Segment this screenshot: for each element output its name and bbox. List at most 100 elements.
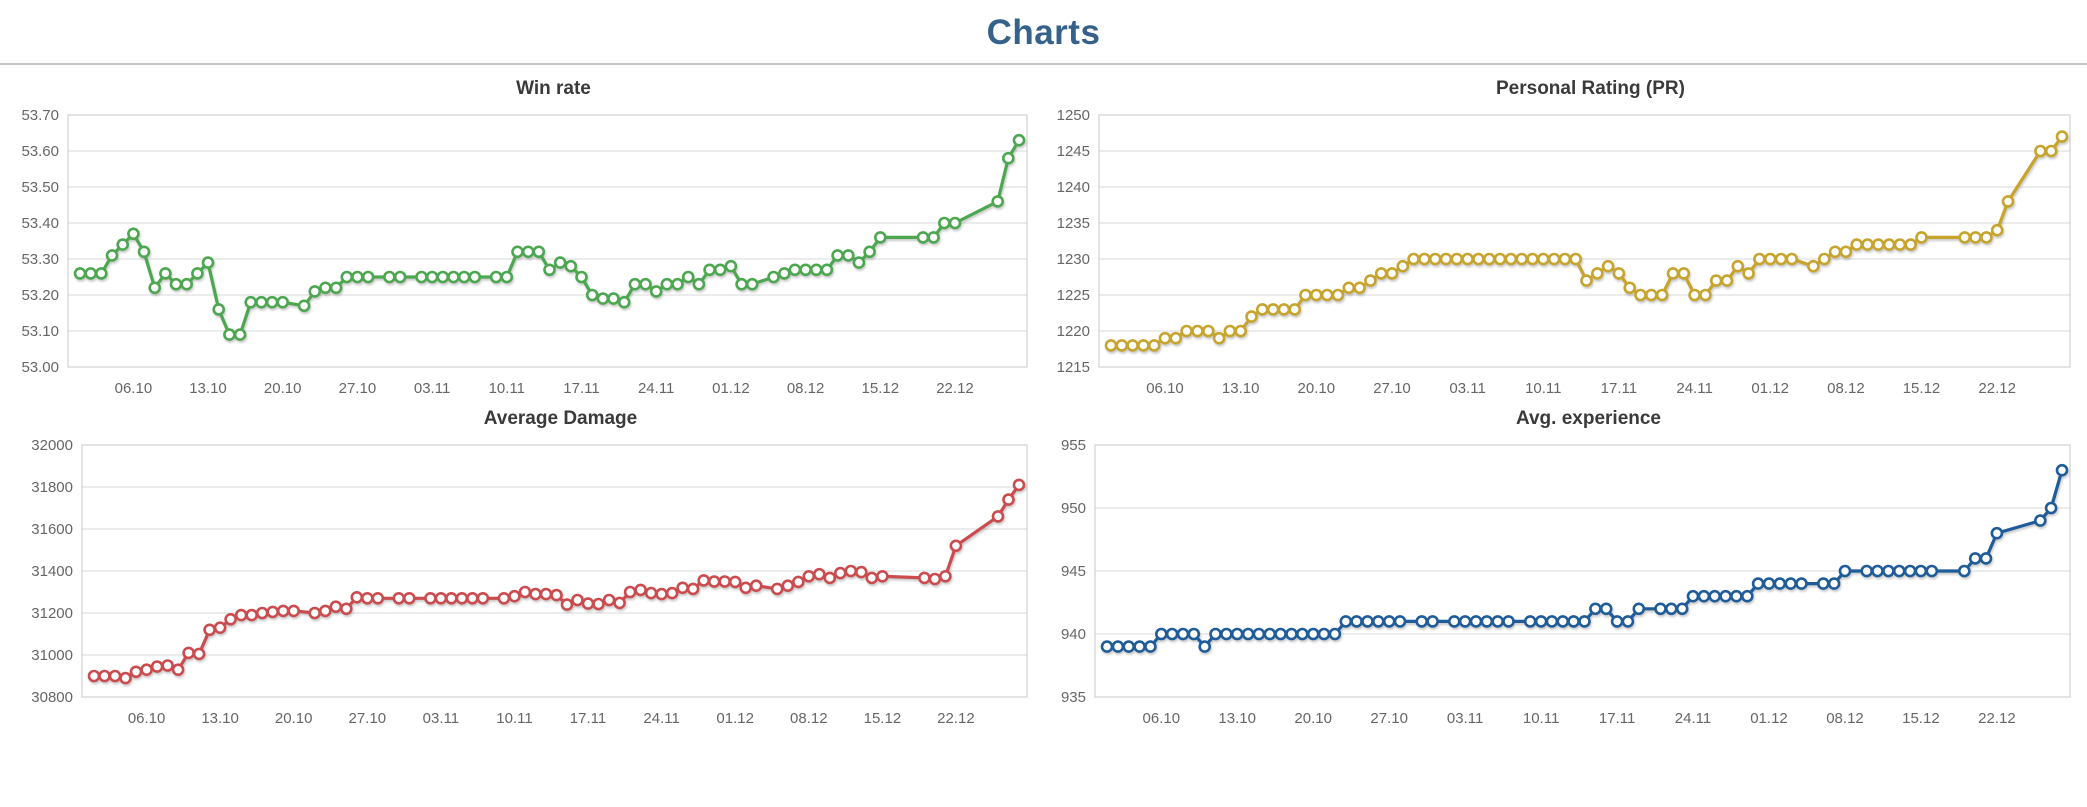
data-point-marker [1990, 526, 2004, 540]
data-point-marker [623, 585, 637, 599]
x-axis-tick-label: 03.11 [414, 380, 450, 397]
data-point-marker [1634, 288, 1647, 302]
data-point-marker [1364, 274, 1377, 287]
data-point-marker [255, 606, 269, 620]
x-axis-tick-label: 03.11 [1447, 710, 1483, 727]
x-axis-tick-label: 10.11 [1523, 710, 1559, 727]
data-point-marker [1480, 615, 1494, 628]
data-point-marker [266, 605, 280, 619]
series-line [1100, 463, 2069, 653]
data-point-marker [1100, 640, 1114, 653]
data-point-marker [1915, 231, 1928, 244]
data-point-marker [1361, 615, 1374, 628]
data-point-marker [329, 600, 343, 613]
data-point-marker [129, 665, 143, 679]
x-axis-tick-label: 15.12 [864, 710, 902, 727]
data-point-marker [1807, 259, 1820, 273]
data-point-marker [791, 575, 805, 589]
y-axis-tick-label: 31000 [31, 647, 73, 664]
data-point-marker [212, 303, 225, 316]
data-point-marker [1773, 577, 1787, 590]
data-point-marker [1382, 615, 1396, 628]
data-point-marker [434, 592, 448, 605]
data-point-marker [73, 267, 87, 280]
data-point-marker [1002, 493, 1015, 506]
data-point-marker [639, 277, 652, 291]
chart-title-average-damage: Average Damage [483, 408, 638, 429]
data-point-marker [1385, 267, 1399, 280]
y-axis-tick-label: 31600 [31, 521, 73, 538]
data-point-marker [1137, 339, 1150, 352]
data-point-marker [339, 602, 353, 616]
data-point-marker [1504, 252, 1518, 266]
data-point-marker [500, 270, 514, 284]
data-point-marker [585, 288, 599, 302]
data-point-marker [255, 295, 268, 309]
data-point-marker [1536, 252, 1550, 266]
x-axis-tick-label: 27.10 [1373, 380, 1411, 397]
data-point-marker [318, 604, 332, 618]
data-point-marker [1155, 627, 1168, 641]
x-axis-tick-label: 06.10 [1146, 380, 1184, 397]
data-point-marker [1331, 288, 1345, 302]
data-point-marker [84, 267, 97, 280]
data-point-marker [1450, 252, 1464, 266]
data-point-marker [1567, 615, 1580, 628]
data-point-marker [1957, 564, 1971, 578]
data-point-marker [749, 579, 763, 592]
data-point-marker [1263, 627, 1277, 641]
data-point-marker [191, 267, 204, 280]
data-point-marker [1784, 577, 1798, 590]
data-point-marker [1742, 267, 1755, 280]
data-point-marker [713, 263, 727, 277]
data-point-marker [1817, 252, 1831, 266]
data-point-marker [192, 647, 206, 661]
data-point-marker [660, 277, 674, 291]
data-point-marker [948, 216, 962, 230]
data-point-marker [1699, 288, 1712, 302]
data-point-marker [1740, 589, 1754, 603]
data-point-marker [1816, 577, 1830, 590]
data-point-marker [148, 281, 161, 295]
data-point-marker [1534, 615, 1548, 628]
x-axis-tick-label: 13.10 [201, 710, 239, 727]
data-point-marker [351, 270, 364, 284]
x-axis-tick-label: 06.10 [115, 380, 153, 397]
data-point-marker [201, 256, 215, 269]
data-point-marker [371, 592, 385, 605]
data-point-marker [852, 256, 866, 269]
data-point-marker [497, 592, 511, 605]
data-point-marker [596, 292, 610, 305]
y-axis-tick-label: 53.10 [21, 323, 59, 340]
data-point-marker [1111, 640, 1125, 653]
y-axis-tick-label: 1235 [1057, 215, 1090, 232]
x-axis-tick-label: 03.11 [423, 710, 459, 727]
data-point-marker [1317, 627, 1331, 641]
charts-grid: Win rate 53.70 53.60 53.50 53.40 53.30 53.20 5… [0, 71, 2087, 731]
data-point-marker [1892, 564, 1906, 578]
data-point-marker [991, 195, 1005, 208]
y-axis-tick-label: 940 [1061, 626, 1086, 643]
data-point-marker [308, 606, 322, 620]
data-point-marker [1165, 627, 1179, 641]
x-axis-tick-label: 17.11 [1601, 380, 1637, 397]
x-axis-tick-label: 24.11 [638, 380, 674, 397]
data-point-marker [203, 623, 216, 637]
data-point-marker [671, 277, 684, 291]
data-point-marker [949, 539, 963, 553]
data-point-marker [319, 281, 332, 295]
data-point-marker [1753, 252, 1766, 266]
data-point-marker [1309, 288, 1323, 302]
data-point-marker [1719, 589, 1732, 603]
x-axis-tick-label: 27.10 [349, 710, 387, 727]
data-point-marker [1212, 331, 1226, 345]
data-point-marker [171, 663, 185, 676]
chart-win-rate: Win rate 53.70 53.60 53.50 53.40 53.30 53.20 5… [0, 71, 1043, 401]
data-point-marker [592, 597, 605, 611]
data-point-marker [1220, 627, 1233, 641]
data-point-marker [634, 583, 647, 597]
data-point-marker [532, 245, 546, 259]
y-axis-tick-label: 53.40 [21, 215, 59, 232]
data-point-marker [1241, 627, 1255, 641]
y-axis-tick-label: 955 [1061, 437, 1086, 454]
